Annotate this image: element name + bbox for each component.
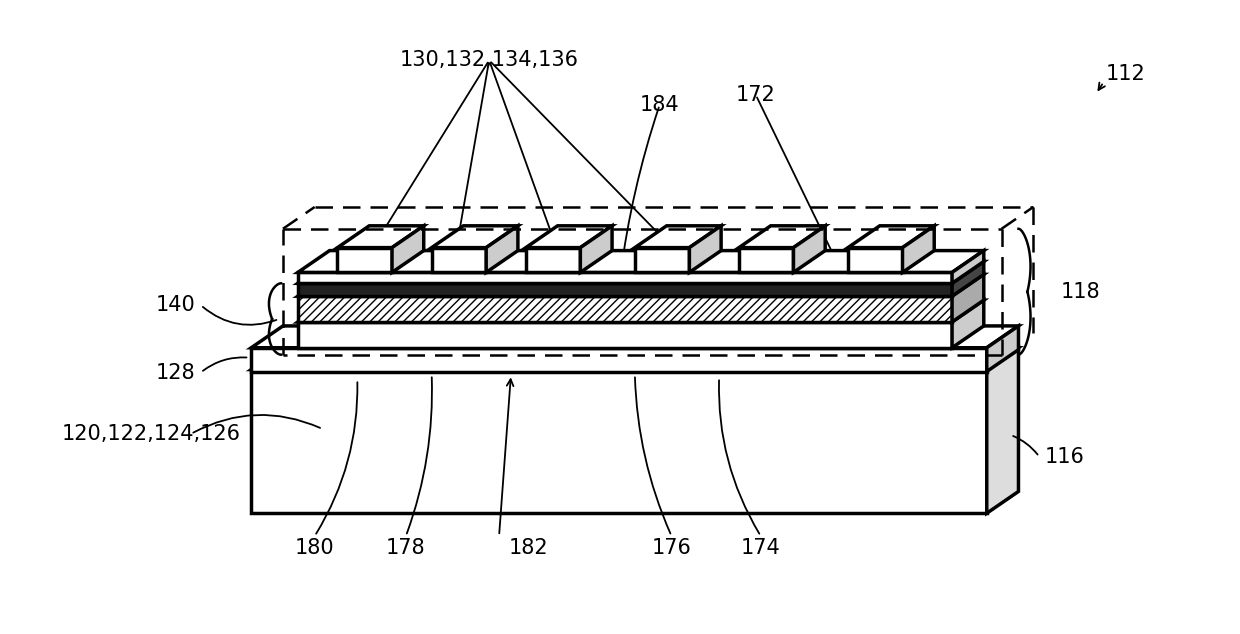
Polygon shape xyxy=(486,226,518,273)
Polygon shape xyxy=(298,273,952,283)
Text: 118: 118 xyxy=(1061,282,1101,302)
Polygon shape xyxy=(432,226,518,248)
Polygon shape xyxy=(794,226,825,273)
Polygon shape xyxy=(337,248,392,273)
Polygon shape xyxy=(337,226,424,248)
Polygon shape xyxy=(252,370,987,514)
Polygon shape xyxy=(298,250,983,273)
Polygon shape xyxy=(952,250,983,283)
Text: 178: 178 xyxy=(386,538,425,558)
Polygon shape xyxy=(635,248,689,273)
Polygon shape xyxy=(739,226,825,248)
Polygon shape xyxy=(987,326,1018,372)
Text: 174: 174 xyxy=(740,538,781,558)
Text: 184: 184 xyxy=(640,95,680,115)
Polygon shape xyxy=(952,300,983,347)
Polygon shape xyxy=(580,226,613,273)
Text: 182: 182 xyxy=(508,538,548,558)
Polygon shape xyxy=(432,248,486,273)
Text: 180: 180 xyxy=(295,538,335,558)
Polygon shape xyxy=(903,226,934,273)
Polygon shape xyxy=(298,322,952,347)
Text: 120,122,124,126: 120,122,124,126 xyxy=(62,424,241,444)
Polygon shape xyxy=(298,275,983,296)
Polygon shape xyxy=(739,248,794,273)
Text: 176: 176 xyxy=(651,538,692,558)
Polygon shape xyxy=(526,248,580,273)
Text: 116: 116 xyxy=(1044,447,1084,467)
Polygon shape xyxy=(635,226,722,248)
Polygon shape xyxy=(526,226,613,248)
Polygon shape xyxy=(848,248,903,273)
Polygon shape xyxy=(952,261,983,296)
Polygon shape xyxy=(298,283,952,296)
Polygon shape xyxy=(298,296,952,322)
Polygon shape xyxy=(392,226,424,273)
Text: 112: 112 xyxy=(1106,64,1146,84)
Polygon shape xyxy=(987,347,1018,514)
Text: 130,132,134,136: 130,132,134,136 xyxy=(399,50,579,70)
Polygon shape xyxy=(298,261,983,283)
Polygon shape xyxy=(252,347,1018,370)
Polygon shape xyxy=(252,326,1018,347)
Polygon shape xyxy=(252,347,987,372)
Text: 128: 128 xyxy=(156,363,196,382)
Polygon shape xyxy=(298,300,983,322)
Text: 140: 140 xyxy=(156,295,196,315)
Text: 172: 172 xyxy=(735,85,776,105)
Polygon shape xyxy=(689,226,722,273)
Polygon shape xyxy=(848,226,934,248)
Polygon shape xyxy=(952,275,983,322)
